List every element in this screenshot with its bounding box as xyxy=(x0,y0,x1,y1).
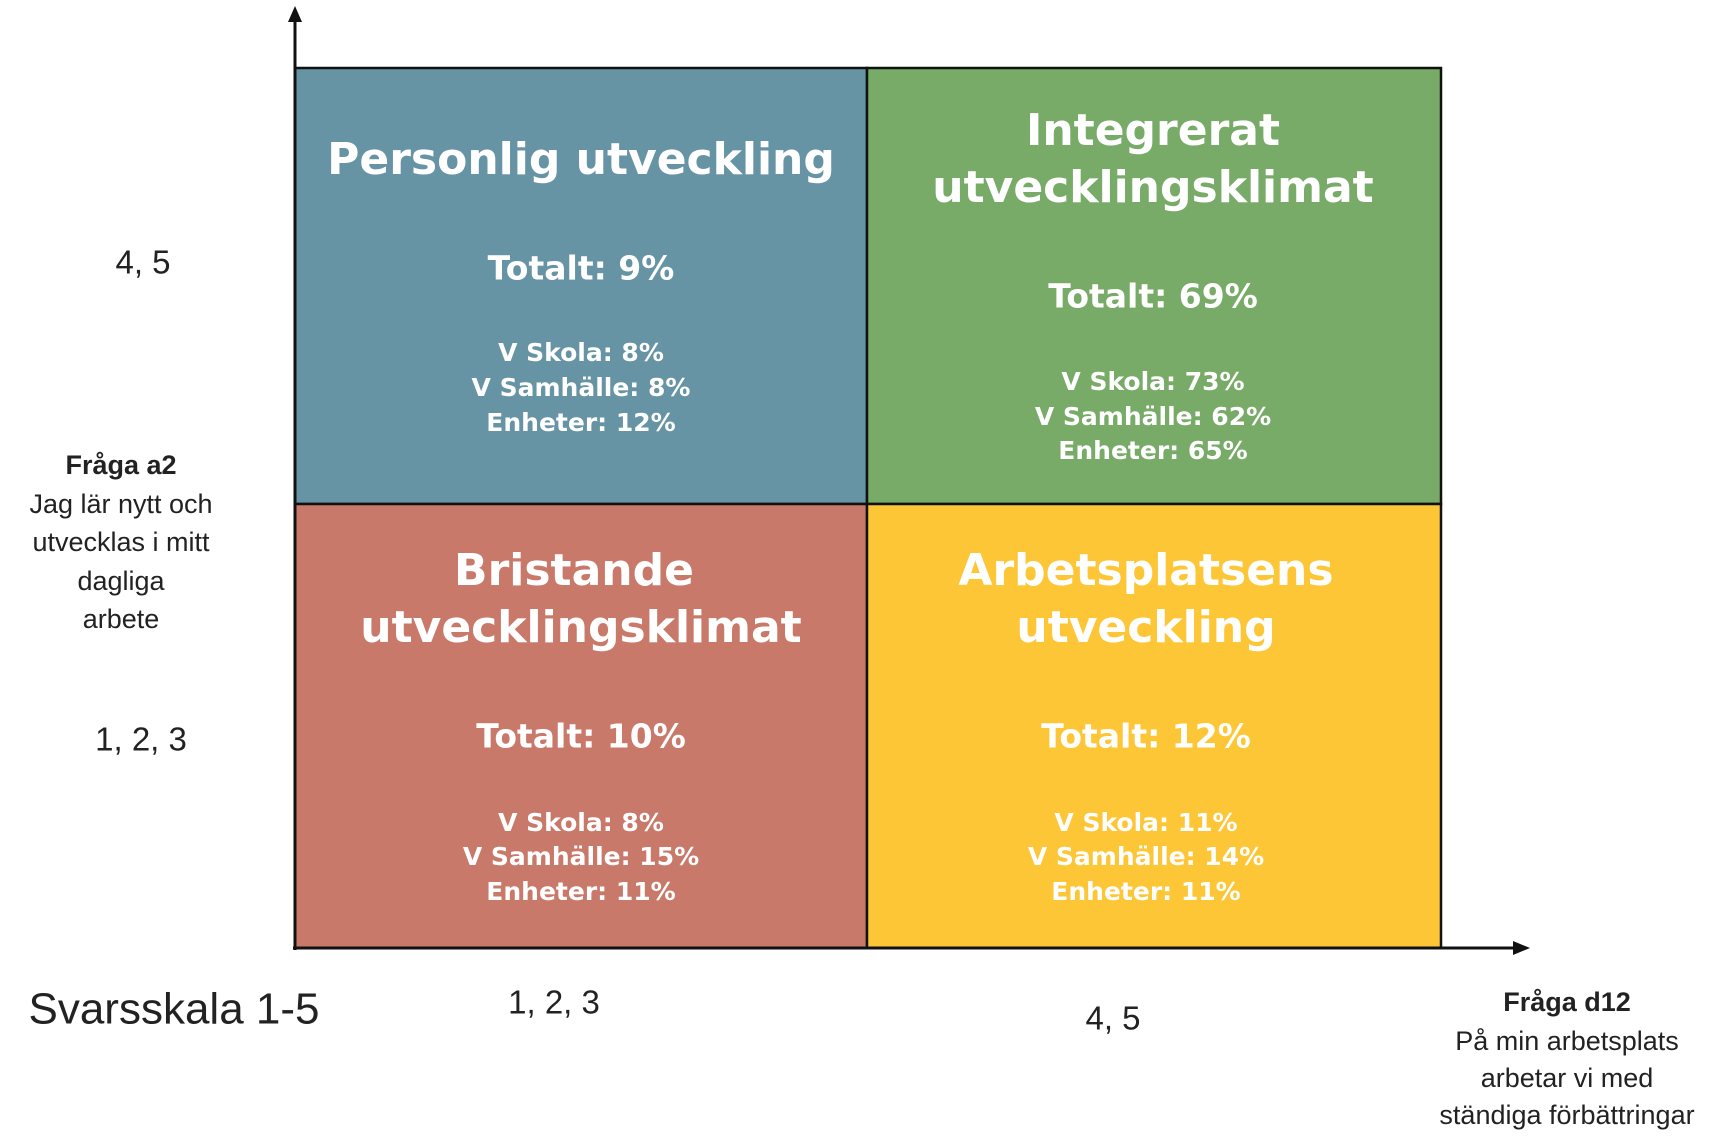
y-axis-description: Jag lär nytt och xyxy=(29,489,212,519)
quadrant-detail: V Samhälle: 14% xyxy=(1028,842,1264,871)
x-axis-description: ständiga förbättringar xyxy=(1439,1100,1694,1130)
quadrant-detail: V Samhälle: 8% xyxy=(472,373,691,402)
quadrant-total: Totalt: 9% xyxy=(488,249,675,288)
quadrant xyxy=(293,502,869,950)
quadrant-title: Arbetsplatsens xyxy=(958,545,1333,596)
quadrant-detail: V Skola: 8% xyxy=(498,808,664,837)
x-axis-description: arbetar vi med xyxy=(1481,1063,1654,1093)
quadrant-title: Personlig utveckling xyxy=(327,134,835,185)
quadrant xyxy=(865,502,1443,950)
y-level: 1, 2, 3 xyxy=(95,721,187,758)
quadrant-total: Totalt: 10% xyxy=(476,717,686,756)
quadrant-detail: Enheter: 11% xyxy=(1051,877,1240,906)
x-axis-description: På min arbetsplats xyxy=(1455,1026,1679,1056)
quadrant xyxy=(865,66,1443,506)
y-axis-description: dagliga xyxy=(77,566,165,596)
arrow-head xyxy=(288,6,302,22)
quadrant-total: Totalt: 12% xyxy=(1041,717,1251,756)
scale-label: Svarsskala 1-5 xyxy=(28,985,319,1034)
quadrant-detail: Enheter: 65% xyxy=(1058,436,1247,465)
quadrant-title: utvecklingsklimat xyxy=(360,602,801,653)
x-level: 4, 5 xyxy=(1085,1000,1140,1037)
quadrant xyxy=(293,66,869,506)
quadrant-title: Integrerat xyxy=(1026,105,1280,156)
x-axis-title: Fråga d12 xyxy=(1503,987,1631,1017)
quadrant-total: Totalt: 69% xyxy=(1048,277,1258,316)
quadrant-detail: V Skola: 11% xyxy=(1054,808,1237,837)
quadrant-detail: V Samhälle: 15% xyxy=(463,842,699,871)
x-level: 1, 2, 3 xyxy=(508,984,600,1021)
quadrant-title: Bristande xyxy=(454,545,694,596)
y-axis-description: utvecklas i mitt xyxy=(32,527,210,557)
quadrant-detail: V Samhälle: 62% xyxy=(1035,402,1271,431)
quadrant-text: Personlig utveckling Totalt: 9% V Skola:… xyxy=(327,105,1374,906)
quadrant-detail: Enheter: 12% xyxy=(486,408,675,437)
y-axis-description: arbete xyxy=(83,604,160,634)
quadrant-title: utvecklingsklimat xyxy=(932,162,1373,213)
quadrant-detail: V Skola: 8% xyxy=(498,338,664,367)
y-level: 4, 5 xyxy=(115,244,170,281)
quadrant-detail: Enheter: 11% xyxy=(486,877,675,906)
arrow-head xyxy=(1513,941,1530,955)
quadrant-detail: V Skola: 73% xyxy=(1061,367,1244,396)
y-axis-title: Fråga a2 xyxy=(65,450,176,480)
quadrant-title: utveckling xyxy=(1016,602,1275,653)
